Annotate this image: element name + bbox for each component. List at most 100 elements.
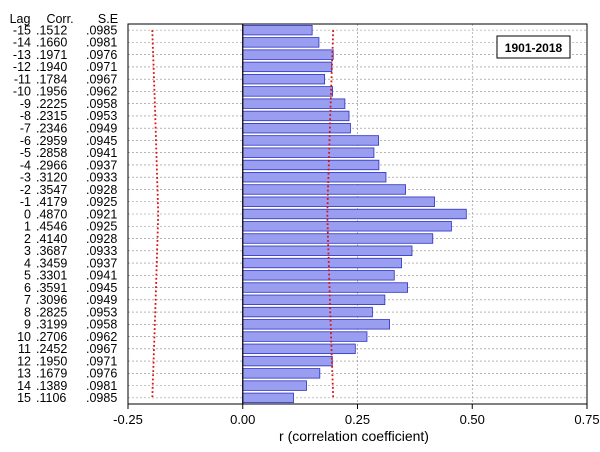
- corr-label: .1940: [36, 60, 67, 74]
- lag-label: -2: [20, 183, 31, 197]
- corr-label: .2225: [36, 97, 67, 111]
- correlation-bar: [242, 98, 346, 109]
- lag-label: 1: [24, 220, 31, 234]
- period-annotation: 1901-2018: [496, 35, 571, 59]
- se-label: .0925: [86, 220, 117, 234]
- se-label: .0976: [86, 48, 117, 62]
- corr-label: .3687: [36, 244, 67, 258]
- se-label: .0958: [86, 97, 117, 111]
- lag-label: -12: [13, 60, 31, 74]
- corr-label: .1950: [36, 354, 67, 368]
- correlation-bar: [242, 306, 373, 318]
- corr-label: .3547: [36, 183, 67, 197]
- lag-label: 2: [24, 232, 31, 246]
- lag-label: -1: [20, 195, 31, 209]
- correlation-bar: [242, 221, 452, 232]
- corr-label: .1971: [36, 48, 67, 62]
- lag-label: -3: [20, 171, 31, 185]
- se-label: .0945: [86, 134, 117, 148]
- corr-label: .2825: [36, 305, 67, 319]
- column-headers: Lag Corr. S.E: [10, 12, 119, 26]
- se-header: S.E: [98, 12, 118, 26]
- se-label: .0933: [86, 171, 117, 185]
- x-axis-ticks: -0.25 0.00 0.25 0.50 0.75: [113, 404, 600, 427]
- x-axis-label: r (correlation coefficient): [279, 428, 429, 444]
- corr-label: .3120: [36, 171, 67, 185]
- corr-label: .4179: [36, 195, 67, 209]
- correlation-bar: [242, 172, 387, 183]
- corr-header: Corr.: [46, 12, 73, 26]
- corr-label: .3199: [36, 318, 67, 332]
- correlation-bar: [242, 233, 434, 244]
- corr-label: .3591: [36, 281, 67, 295]
- correlation-bar: [242, 135, 379, 146]
- se-label: .0953: [86, 305, 117, 319]
- correlation-bar: [242, 294, 386, 305]
- x-tick-label: 0.00: [230, 412, 255, 427]
- correlation-bar: [242, 37, 320, 48]
- lag-label: 7: [24, 293, 31, 307]
- corr-label: .2452: [36, 342, 67, 356]
- se-label: .0941: [86, 146, 117, 160]
- corr-label: .2346: [36, 121, 67, 135]
- correlation-bar: [242, 147, 375, 158]
- corr-label: .2959: [36, 134, 67, 148]
- correlation-bar: [242, 159, 380, 171]
- lag-label: 8: [24, 305, 31, 319]
- correlation-bar: [242, 49, 334, 60]
- corr-label: .1389: [36, 379, 67, 393]
- row-labels: -15.1512.0985-14.1660.0981-13.1971.0976-…: [13, 23, 117, 405]
- x-tick-label: 0.25: [345, 412, 370, 427]
- correlation-bar: [242, 331, 368, 342]
- se-label: .0949: [86, 293, 117, 307]
- annotation-text: 1901-2018: [505, 41, 563, 55]
- lag-label: 4: [24, 256, 31, 270]
- lag-label: -8: [20, 109, 31, 123]
- corr-label: .1784: [36, 72, 67, 86]
- correlation-bar: [242, 368, 321, 379]
- annotation-box: [496, 35, 571, 59]
- corr-label: .4140: [36, 232, 67, 246]
- correlation-bar: [242, 282, 408, 293]
- corr-label: .1106: [36, 391, 66, 405]
- corr-label: .1679: [36, 367, 67, 381]
- corr-label: .1660: [36, 36, 67, 50]
- corr-label: .1512: [36, 23, 67, 37]
- se-label: .0937: [86, 158, 117, 172]
- lag-label: -9: [20, 97, 31, 111]
- lag-label: -13: [13, 48, 31, 62]
- se-label: .0941: [86, 269, 117, 283]
- correlation-bar: [242, 392, 294, 404]
- lag-label: -7: [20, 121, 31, 135]
- corr-label: .2858: [36, 146, 67, 160]
- correlation-bar: [242, 61, 333, 73]
- se-label: .0967: [86, 342, 117, 356]
- lag-label: 12: [17, 354, 31, 368]
- corr-label: .3096: [36, 293, 67, 307]
- correlation-bar: [242, 245, 413, 256]
- correlation-bar: [242, 123, 351, 134]
- x-tick-label: -0.25: [113, 412, 143, 427]
- se-label: .0985: [86, 23, 117, 37]
- lag-label: 3: [24, 244, 31, 258]
- lag-label: 6: [24, 281, 31, 295]
- lag-label: 10: [17, 330, 31, 344]
- lag-label: -10: [13, 85, 31, 99]
- lower-confidence-line: [151, 30, 160, 398]
- correlation-bar: [242, 208, 467, 220]
- correlation-bar: [242, 380, 307, 391]
- correlation-bar: [242, 73, 326, 85]
- se-label: .0971: [86, 60, 117, 74]
- se-label: .0962: [86, 330, 117, 344]
- corr-label: .4870: [36, 207, 67, 221]
- lag-label: 15: [17, 391, 31, 405]
- se-label: .0928: [86, 183, 117, 197]
- lag-label: -14: [13, 36, 31, 50]
- lag-label: 14: [17, 379, 31, 393]
- se-label: .0971: [86, 354, 117, 368]
- corr-label: .4546: [36, 220, 67, 234]
- se-label: .0921: [86, 207, 117, 221]
- correlation-bar: [242, 24, 313, 36]
- corr-label: .3459: [36, 256, 67, 270]
- correlation-bar: [242, 257, 402, 269]
